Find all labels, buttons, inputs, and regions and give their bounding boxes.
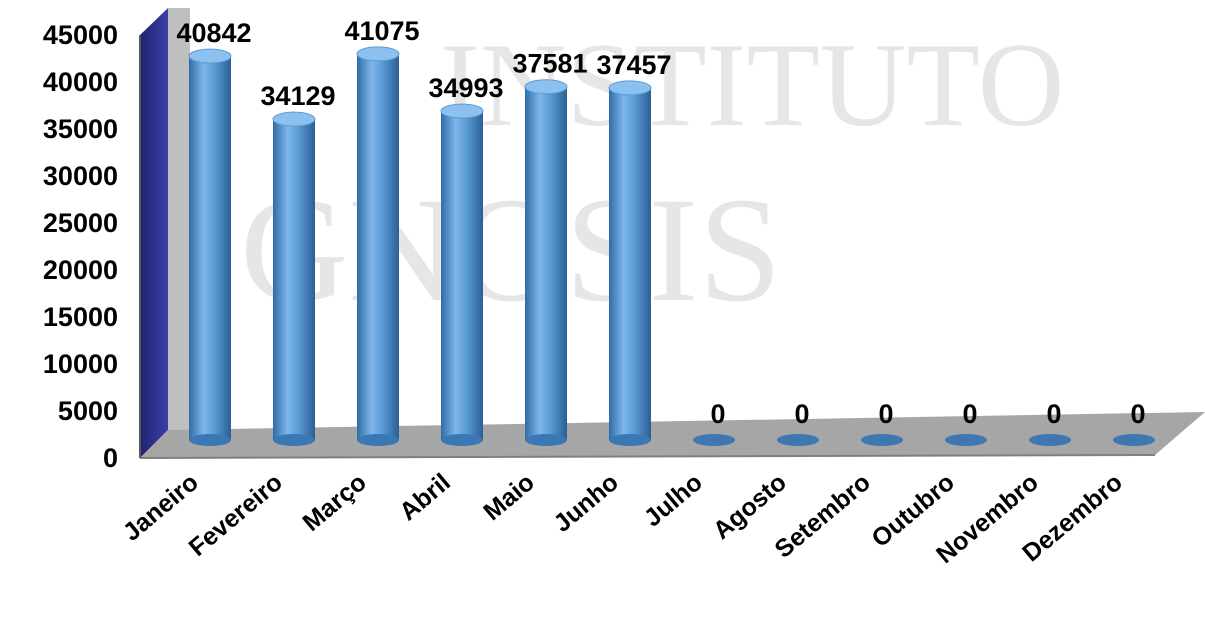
data-label: 0 [794,399,809,429]
data-label: 41075 [344,16,419,46]
x-tick-label: Maio [478,468,540,526]
y-tick-label: 5000 [58,396,118,426]
bar [356,46,400,446]
data-label: 40842 [176,18,251,48]
bar [440,103,484,446]
y-tick-label: 40000 [43,67,118,97]
bar-base [525,434,567,446]
bar-flat [945,434,987,446]
bar-base [609,434,651,446]
bar-flat [1113,434,1155,446]
y-axis-ticks: 0 5000 10000 15000 20000 25000 30000 35000 40000… [43,20,118,473]
x-tick-label: Abril [394,468,456,526]
bar-body [609,87,651,440]
data-label: 0 [710,399,725,429]
floor [140,412,1205,458]
data-label: 0 [1046,399,1061,429]
bar-flat [1029,434,1071,446]
bar-top [188,48,232,64]
bar [945,434,987,446]
bar-top [440,103,484,119]
y-tick-label: 35000 [43,114,118,144]
y-tick-label: 15000 [43,302,118,332]
data-label: 34129 [260,81,335,111]
x-tick-label: Fevereiro [184,468,288,562]
bar-flat [777,434,819,446]
bar [1029,434,1071,446]
back-wall [168,8,190,430]
data-label: 37581 [512,49,587,79]
bar-flat [693,434,735,446]
x-tick-label: Junho [548,468,623,538]
x-tick-label: Março [297,468,371,537]
watermark-line2: GNOSIS [240,167,782,333]
bar-body [357,53,399,441]
bar [272,111,316,446]
side-wall [140,8,168,458]
y-tick-label: 45000 [43,20,118,50]
x-tick-label: Julho [639,468,708,532]
bar [693,434,735,446]
bar-top [608,80,652,96]
bar-top [356,46,400,62]
bar-top [272,111,316,127]
bar [861,434,903,446]
data-label: 0 [962,399,977,429]
bar [524,79,568,446]
data-label: 37457 [596,50,671,80]
bar [1113,434,1155,446]
y-tick-label: 0 [103,443,118,473]
y-tick-label: 20000 [43,255,118,285]
data-label: 34993 [428,73,503,103]
bar-base [273,434,315,446]
bar-body [441,111,483,441]
data-label: 0 [1130,399,1145,429]
bar [188,48,232,446]
data-labels: 40842 34129 41075 34993 37581 37457 0 0 0 0 0 0 [176,16,1145,429]
bar-base [189,434,231,446]
bar-base [441,434,483,446]
y-tick-label: 10000 [43,349,118,379]
y-tick-label: 25000 [43,208,118,238]
bar [608,80,652,446]
bar-body [273,119,315,440]
floor-edge [139,454,1156,459]
data-label: 0 [878,399,893,429]
bar [777,434,819,446]
bar-body [525,86,567,441]
y-tick-label: 30000 [43,161,118,191]
bar-flat [861,434,903,446]
bars [188,46,1155,446]
bar-base [357,434,399,446]
bar-top [524,79,568,95]
bar-body [189,56,231,440]
